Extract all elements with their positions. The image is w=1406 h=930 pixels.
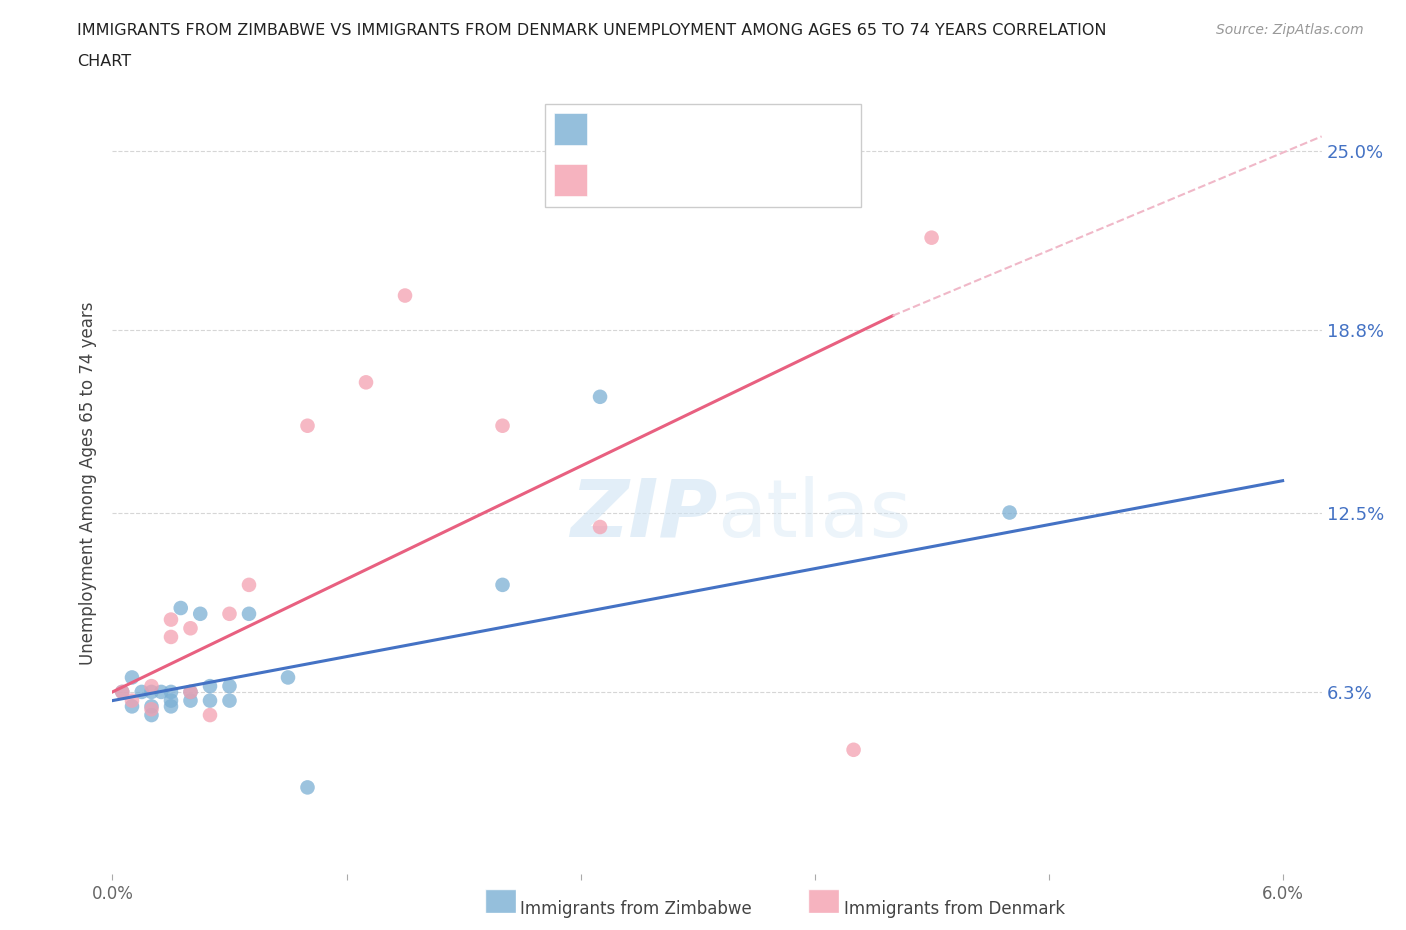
Text: 0.348: 0.348: [648, 119, 700, 138]
Point: [131, 684, 153, 699]
Point: [179, 684, 201, 699]
FancyBboxPatch shape: [554, 113, 586, 145]
Point: [354, 375, 377, 390]
Point: [160, 630, 183, 644]
Point: [198, 708, 221, 723]
Point: [121, 670, 143, 684]
Point: [150, 684, 173, 699]
Text: 0.509: 0.509: [648, 171, 700, 190]
Point: [198, 679, 221, 694]
FancyBboxPatch shape: [544, 104, 862, 207]
Point: [121, 693, 143, 708]
Point: [589, 390, 612, 405]
Point: [160, 699, 183, 714]
Text: Immigrants from Denmark: Immigrants from Denmark: [844, 899, 1064, 918]
Text: R =: R =: [599, 171, 630, 190]
Point: [141, 708, 163, 723]
Text: CHART: CHART: [77, 54, 131, 69]
Point: [160, 612, 183, 627]
Text: N =: N =: [735, 119, 766, 138]
Point: [238, 578, 260, 592]
Text: 25: 25: [785, 119, 807, 138]
Point: [198, 693, 221, 708]
Point: [238, 606, 260, 621]
Text: Source: ZipAtlas.com: Source: ZipAtlas.com: [1216, 23, 1364, 37]
Point: [218, 693, 240, 708]
Point: [188, 606, 211, 621]
Point: [179, 693, 201, 708]
Point: [141, 684, 163, 699]
Point: [179, 621, 201, 636]
Point: [111, 684, 134, 699]
Point: [297, 780, 319, 795]
Point: [111, 684, 134, 699]
Text: Immigrants from Zimbabwe: Immigrants from Zimbabwe: [520, 899, 752, 918]
Text: 19: 19: [785, 171, 807, 190]
Y-axis label: Unemployment Among Ages 65 to 74 years: Unemployment Among Ages 65 to 74 years: [79, 302, 97, 665]
Point: [491, 418, 513, 433]
Point: [297, 418, 319, 433]
Point: [160, 693, 183, 708]
FancyBboxPatch shape: [554, 165, 586, 196]
Point: [921, 231, 943, 246]
Text: IMMIGRANTS FROM ZIMBABWE VS IMMIGRANTS FROM DENMARK UNEMPLOYMENT AMONG AGES 65 T: IMMIGRANTS FROM ZIMBABWE VS IMMIGRANTS F…: [77, 23, 1107, 38]
Point: [491, 578, 513, 592]
Point: [141, 699, 163, 714]
Point: [179, 684, 201, 699]
Point: [998, 505, 1021, 520]
Point: [160, 684, 183, 699]
Point: [141, 679, 163, 694]
Point: [589, 520, 612, 535]
Point: [842, 742, 865, 757]
Text: N =: N =: [735, 171, 766, 190]
Point: [141, 702, 163, 717]
Text: atlas: atlas: [717, 476, 911, 554]
Point: [170, 601, 193, 616]
Point: [121, 699, 143, 714]
Point: [218, 679, 240, 694]
Text: ZIP: ZIP: [569, 476, 717, 554]
Point: [394, 288, 416, 303]
Point: [277, 670, 299, 684]
Point: [218, 606, 240, 621]
Text: R =: R =: [599, 119, 630, 138]
